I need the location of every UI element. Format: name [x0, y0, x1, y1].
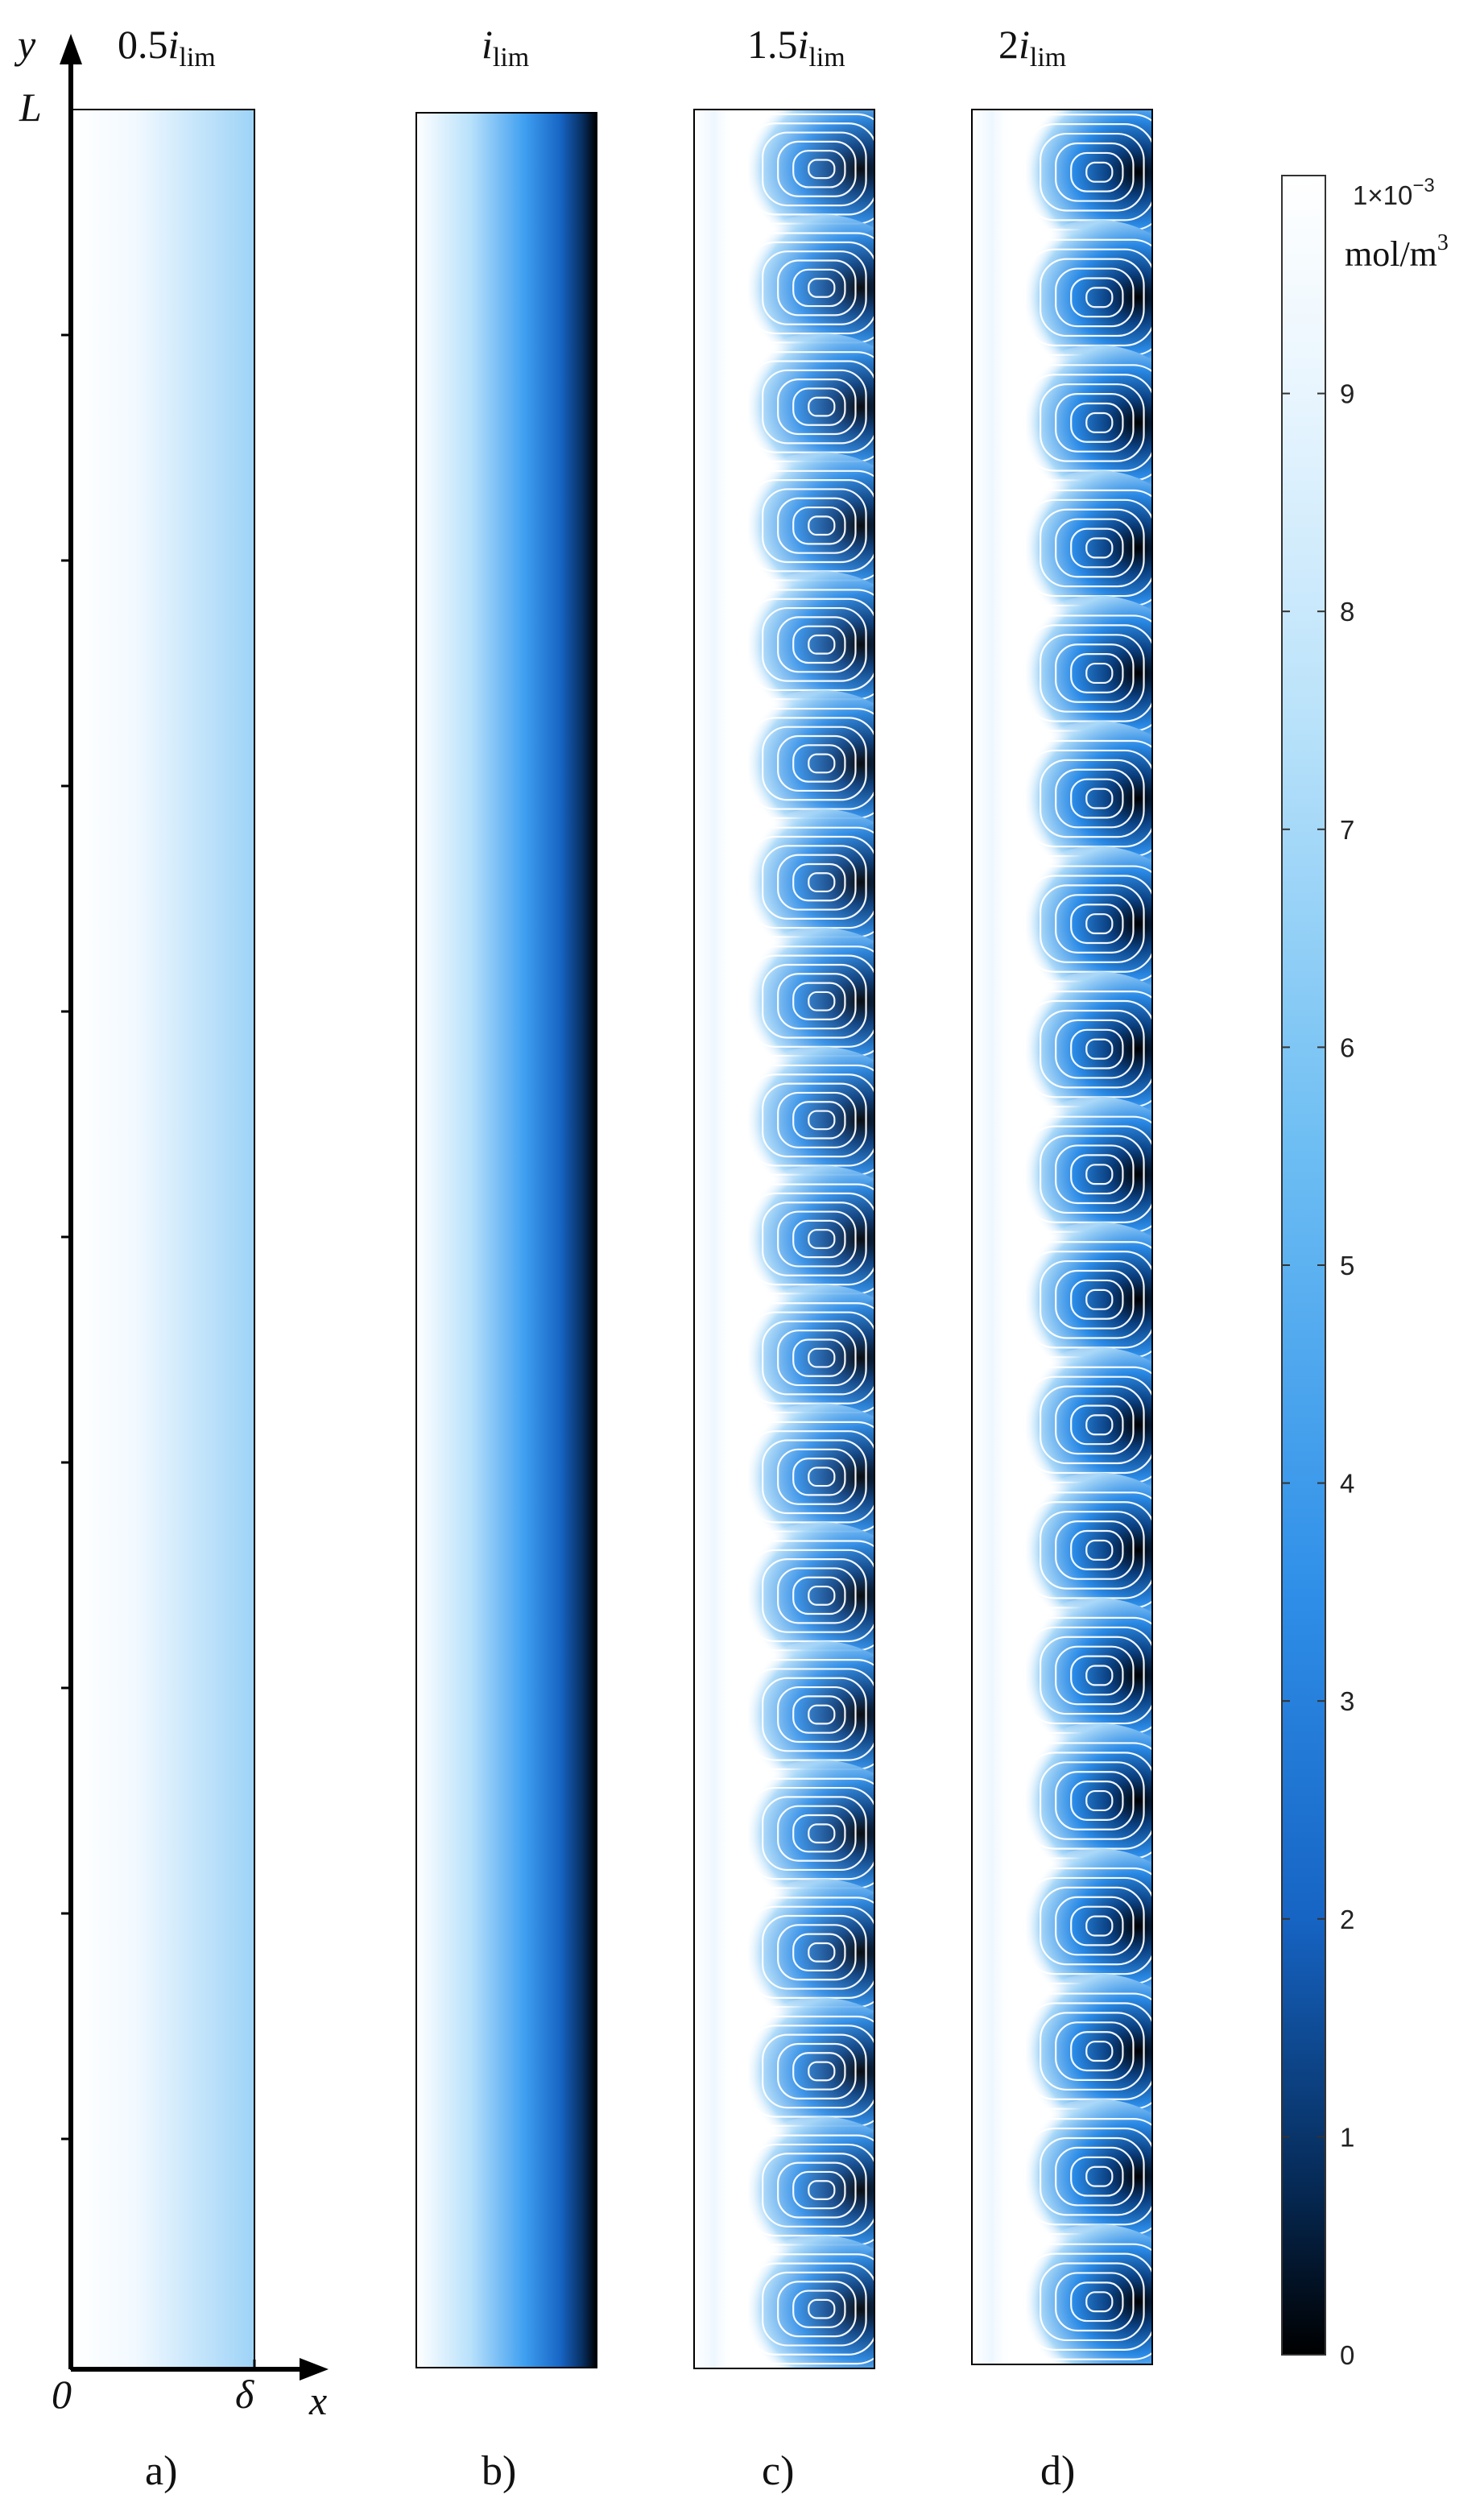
panel-d-letter: d) — [1040, 2448, 1075, 2494]
panel-d — [971, 109, 1153, 2365]
panel-c-title-sub: lim — [808, 43, 845, 72]
colorbar-tick-label: 3 — [1340, 1686, 1354, 1716]
colorbar-tick-label: 6 — [1340, 1032, 1354, 1062]
origin-label: 0 — [52, 2372, 72, 2417]
colorbar-exponent-base: 1×10 — [1353, 180, 1412, 210]
x-axis-arrowhead — [300, 2358, 329, 2381]
colorbar-tick-label: 9 — [1340, 379, 1354, 409]
panel-d-vortex-field — [972, 110, 1152, 2364]
panel-d-title: 2ilim — [998, 22, 1066, 72]
x-axis-label: x — [308, 2378, 327, 2423]
panel-d-title-var: i — [1019, 22, 1030, 67]
left-bright-layer — [972, 110, 1053, 2364]
y-axis-ticks — [61, 333, 71, 2141]
colorbar-tick-label: 2 — [1340, 1905, 1354, 1934]
y-top-label: L — [19, 85, 42, 130]
colorbar-unit-power: 3 — [1437, 230, 1449, 255]
axes — [60, 34, 329, 2381]
panel-b — [415, 112, 597, 2368]
left-bright-layer — [694, 110, 775, 2368]
colorbar-unit-base: mol/m — [1345, 234, 1437, 274]
colorbar-tick-label: 5 — [1340, 1251, 1354, 1280]
panel-c-title: 1.5ilim — [747, 22, 845, 72]
panel-d-title-prefix: 2 — [998, 22, 1019, 67]
panel-a-title: 0.5ilim — [118, 22, 216, 72]
panel-c-letter: c) — [762, 2448, 794, 2494]
y-axis-label: y — [14, 22, 36, 67]
panel-a-field — [70, 109, 255, 2370]
panel-c — [693, 109, 875, 2369]
colorbar-tick-label: 4 — [1340, 1469, 1354, 1499]
colorbar-tick-label: 1 — [1340, 2122, 1354, 2152]
panel-b-field — [415, 112, 597, 2368]
panel-c-title-prefix: 1.5 — [747, 22, 798, 67]
panel-b-title-sub: lim — [493, 43, 529, 72]
panel-b-letter: b) — [482, 2448, 516, 2494]
colorbar-exponent: 1×10−3 — [1353, 175, 1435, 210]
panel-d-frame — [971, 109, 1153, 2365]
panel-c-title-var: i — [798, 22, 809, 67]
y-axis-arrowhead — [60, 34, 82, 64]
colorbar-ticks: 0 1 2 3 4 5 6 7 8 9 — [1282, 379, 1354, 2370]
panel-c-vortex-field — [694, 110, 874, 2368]
panel-a-title-prefix: 0.5 — [118, 22, 168, 67]
panel-b-title: ilim — [482, 22, 529, 72]
panel-c-frame — [693, 109, 875, 2369]
panel-a-title-var: i — [168, 22, 180, 67]
colorbar-unit: mol/m3 — [1345, 230, 1449, 274]
colorbar-tick-label: 7 — [1340, 815, 1354, 845]
panel-d-title-sub: lim — [1030, 43, 1066, 72]
x-end-label: δ — [235, 2372, 254, 2417]
panel-b-title-var: i — [482, 22, 493, 67]
colorbar-exponent-power: −3 — [1412, 175, 1434, 196]
panel-a-letter: a) — [145, 2448, 177, 2494]
panel-a — [70, 109, 255, 2370]
colorbar-tick-label: 0 — [1340, 2340, 1354, 2370]
colorbar-tick-label: 8 — [1340, 597, 1354, 627]
panel-a-title-sub: lim — [179, 43, 215, 72]
